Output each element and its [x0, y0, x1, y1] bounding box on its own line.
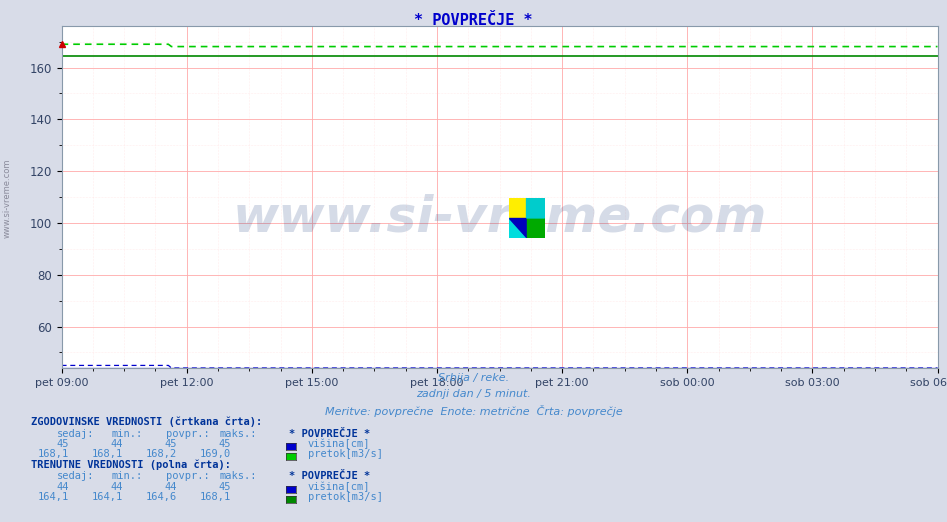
Text: 168,1: 168,1: [38, 449, 69, 459]
Text: maks.:: maks.:: [220, 471, 258, 481]
Text: 44: 44: [111, 482, 123, 492]
Text: 168,1: 168,1: [92, 449, 123, 459]
Text: 45: 45: [57, 439, 69, 449]
Text: ZGODOVINSKE VREDNOSTI (črtkana črta):: ZGODOVINSKE VREDNOSTI (črtkana črta):: [31, 417, 262, 428]
Text: sedaj:: sedaj:: [57, 429, 95, 439]
Text: 45: 45: [219, 439, 231, 449]
Text: www.si-vreme.com: www.si-vreme.com: [3, 159, 12, 238]
Polygon shape: [527, 198, 545, 218]
Text: povpr.:: povpr.:: [166, 429, 209, 439]
Bar: [509, 198, 527, 218]
Text: 164,6: 164,6: [146, 492, 177, 502]
Polygon shape: [509, 218, 527, 238]
Text: višina[cm]: višina[cm]: [308, 481, 370, 492]
Text: www.si-vreme.com: www.si-vreme.com: [232, 194, 767, 242]
Text: višina[cm]: višina[cm]: [308, 438, 370, 449]
Text: Meritve: povprečne  Enote: metrične  Črta: povprečje: Meritve: povprečne Enote: metrične Črta:…: [325, 405, 622, 417]
Text: TRENUTNE VREDNOSTI (polna črta):: TRENUTNE VREDNOSTI (polna črta):: [31, 460, 231, 470]
Text: * POVPREČJE *: * POVPREČJE *: [289, 429, 370, 439]
Text: 44: 44: [165, 482, 177, 492]
Text: pretok[m3/s]: pretok[m3/s]: [308, 449, 383, 459]
Text: 168,1: 168,1: [200, 492, 231, 502]
Text: 45: 45: [165, 439, 177, 449]
Polygon shape: [527, 218, 545, 238]
Polygon shape: [527, 198, 545, 218]
Polygon shape: [527, 198, 545, 218]
Text: zadnji dan / 5 minut.: zadnji dan / 5 minut.: [416, 389, 531, 399]
Text: min.:: min.:: [112, 471, 143, 481]
Text: 164,1: 164,1: [92, 492, 123, 502]
Text: sedaj:: sedaj:: [57, 471, 95, 481]
Text: maks.:: maks.:: [220, 429, 258, 439]
Text: pretok[m3/s]: pretok[m3/s]: [308, 492, 383, 502]
Text: 44: 44: [57, 482, 69, 492]
Text: * POVPREČJE *: * POVPREČJE *: [414, 13, 533, 28]
Polygon shape: [509, 218, 527, 238]
Text: 169,0: 169,0: [200, 449, 231, 459]
Text: 45: 45: [219, 482, 231, 492]
Text: Srbija / reke.: Srbija / reke.: [438, 373, 509, 383]
Text: min.:: min.:: [112, 429, 143, 439]
Text: * POVPREČJE *: * POVPREČJE *: [289, 471, 370, 481]
Text: 164,1: 164,1: [38, 492, 69, 502]
Text: 44: 44: [111, 439, 123, 449]
Text: 168,2: 168,2: [146, 449, 177, 459]
Text: povpr.:: povpr.:: [166, 471, 209, 481]
